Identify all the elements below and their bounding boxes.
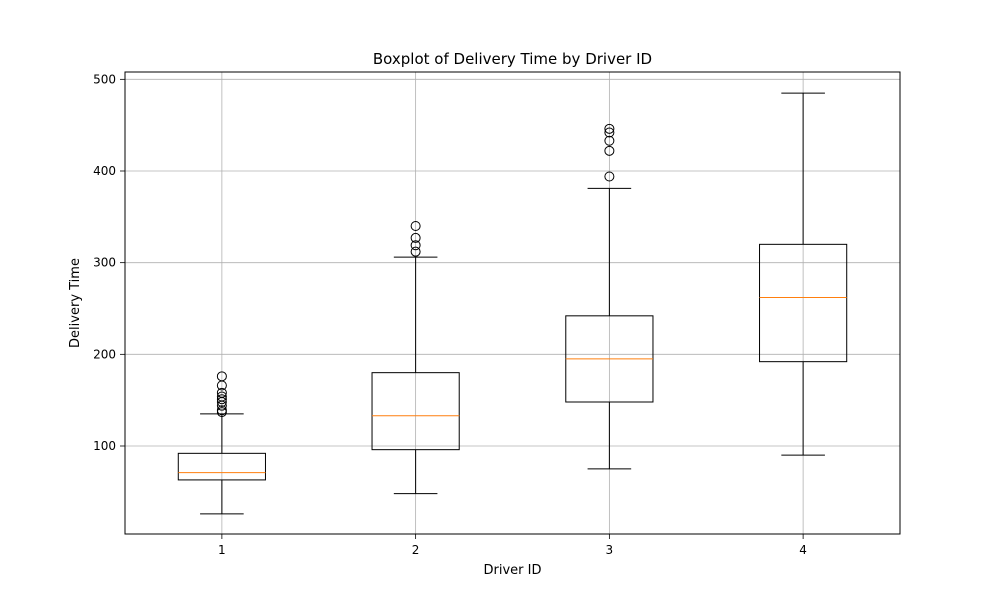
tick-layer: 1 2 3 4 100 200 300 400 500 [93,72,807,557]
x-tick-label: 3 [606,543,614,557]
box-group-driver-2 [371,221,460,495]
grid-layer [125,72,900,534]
outlier-point [410,221,421,231]
outlier-point [604,135,615,146]
chart-title: Boxplot of Delivery Time by Driver ID [373,50,652,68]
y-tick-label: 200 [93,347,116,361]
x-tick-label: 1 [218,543,226,557]
box-group-driver-1 [177,371,266,515]
outlier-point [410,246,421,257]
outlier-point [604,145,615,156]
box-layer [177,92,848,515]
outlier-point [604,171,615,182]
box-group-driver-4 [759,92,848,456]
y-tick-label: 300 [93,256,116,270]
box-group-driver-3 [565,123,654,470]
y-tick-label: 500 [93,72,116,86]
outlier-point [216,405,227,416]
outlier-point [410,232,421,243]
y-tick-label: 400 [93,164,116,178]
y-tick-label: 100 [93,439,116,453]
outlier-point [604,123,615,134]
outlier-point [216,387,227,398]
iqr-box [371,372,460,451]
x-tick-label: 2 [412,543,420,557]
iqr-box [177,452,266,481]
outlier-point [216,371,227,382]
outlier-point [216,391,227,402]
plot-area-frame [124,71,901,535]
y-axis-label: Delivery Time [68,258,83,348]
outlier-point [604,127,615,138]
x-axis-label: Driver ID [484,563,542,578]
x-tick-label: 4 [799,543,807,557]
outlier-point [216,394,227,405]
outlier-point [410,240,421,251]
iqr-box [759,243,848,363]
